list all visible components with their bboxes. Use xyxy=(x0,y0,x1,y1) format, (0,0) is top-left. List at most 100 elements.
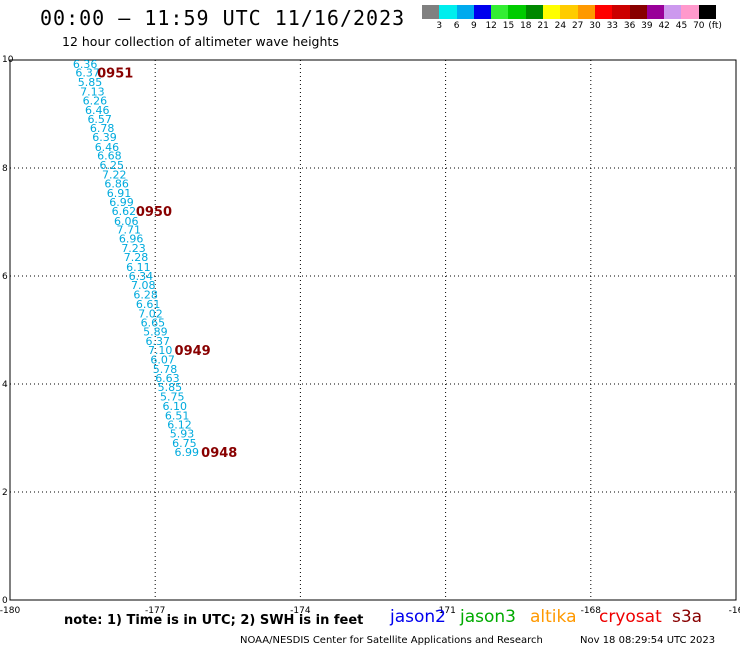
wave-height-value: 6.51 xyxy=(165,409,190,422)
credit-text: NOAA/NESDIS Center for Satellite Applica… xyxy=(240,635,543,646)
wave-height-value: 7.28 xyxy=(124,251,148,264)
map-frame xyxy=(9,59,737,601)
longitude-tick-label: -168 xyxy=(581,606,602,616)
wave-height-value: 6.07 xyxy=(150,354,175,367)
wave-height-value: 6.86 xyxy=(104,178,129,191)
wave-height-value: 6.99 xyxy=(175,446,200,459)
wave-height-value: 6.96 xyxy=(119,233,143,246)
color-swatch xyxy=(422,5,440,19)
map-subtitle: 12 hour collection of altimeter wave hei… xyxy=(62,34,339,49)
color-swatch xyxy=(508,5,526,19)
wave-height-value: 6.46 xyxy=(95,141,120,154)
wave-height-value: 7.22 xyxy=(102,168,127,181)
pass-time-label: 0951 xyxy=(97,66,133,81)
wave-height-value: 6.61 xyxy=(136,298,161,311)
color-scale-tick-label: 33 xyxy=(606,21,619,31)
longitude-tick-label: -174 xyxy=(290,606,311,616)
satellite-cryosat-label: cryosat xyxy=(599,607,662,627)
wave-height-value: 6.75 xyxy=(172,437,197,450)
wave-height-value: 7.23 xyxy=(121,242,146,255)
wave-height-value: 6.91 xyxy=(107,187,132,200)
satellite-jason2-label: jason2 xyxy=(390,607,446,627)
color-swatch xyxy=(473,5,492,19)
color-scale-tick-label: 12 xyxy=(485,21,497,31)
wave-height-value: 7.10 xyxy=(148,344,173,357)
color-scale-tick-label: 9 xyxy=(471,21,477,31)
wave-height-value: 6.06 xyxy=(114,215,139,228)
pass-time-label: 0948 xyxy=(201,446,237,461)
wave-height-value: 6.68 xyxy=(97,150,122,163)
latitude-tick-label: 6 xyxy=(2,272,8,282)
wave-height-value: 7.13 xyxy=(80,85,105,98)
color-scale-tick-label: 70 xyxy=(693,21,705,31)
color-scale-tick-label: 42 xyxy=(658,21,670,31)
wave-height-value: 7.71 xyxy=(116,224,141,237)
wave-height-value: 5.78 xyxy=(153,363,178,376)
satellite-jason3-label: jason3 xyxy=(460,607,516,627)
color-scale-tick-label: 30 xyxy=(589,21,601,31)
wave-height-value: 5.89 xyxy=(143,326,168,339)
wave-height-value: 6.37 xyxy=(75,66,100,79)
color-scale-tick-label: 24 xyxy=(554,21,567,31)
wave-height-value: 5.85 xyxy=(158,381,183,394)
wave-height-value: 6.25 xyxy=(100,159,125,172)
wave-height-value: 6.12 xyxy=(167,419,192,432)
wave-height-value: 6.37 xyxy=(146,335,171,348)
color-scale-labels: 3 6 9 12 15 18 21 24 27 30 33 36 39 42 45 70 (ft) xyxy=(422,21,740,33)
wave-height-value: 6.57 xyxy=(87,113,112,126)
color-swatch xyxy=(594,5,613,19)
longitude-tick-label: -180 xyxy=(0,606,20,616)
color-scale-tick-label: 18 xyxy=(520,21,532,31)
longitude-tick-label: -177 xyxy=(145,606,165,616)
wave-height-value: 5.75 xyxy=(160,390,185,403)
wave-height-value: 6.46 xyxy=(85,104,110,117)
color-swatch xyxy=(543,5,561,19)
color-scale-tick-label: (ft) xyxy=(708,21,722,31)
wave-height-value: 6.39 xyxy=(92,131,117,144)
color-swatch xyxy=(525,5,544,19)
color-scale-tick-label: 21 xyxy=(537,21,549,31)
latitude-tick-label: 8 xyxy=(2,164,8,174)
wave-height-value: 6.28 xyxy=(133,288,158,301)
pass-time-label: 0950 xyxy=(136,205,172,220)
color-swatch xyxy=(664,5,682,19)
color-scale-tick-label: 6 xyxy=(453,21,460,31)
color-swatch xyxy=(698,5,717,19)
wave-height-value: 7.08 xyxy=(131,279,156,292)
satellite-s3a-label: s3a xyxy=(672,607,703,627)
longitude-tick-label: -171 xyxy=(435,606,455,616)
color-scale-tick-label: 45 xyxy=(675,21,688,31)
pass-time-label: 0949 xyxy=(175,344,211,359)
color-swatch xyxy=(612,5,630,19)
color-scale-tick-label: 39 xyxy=(641,21,653,31)
footer-note: note: 1) Time is in UTC; 2) SWH is in fe… xyxy=(64,613,364,628)
wave-height-value: 6.36 xyxy=(73,58,98,71)
color-swatch xyxy=(439,5,457,19)
wave-height-value: 7.02 xyxy=(138,307,163,320)
color-scale-legend xyxy=(422,5,717,19)
latitude-tick-label: 2 xyxy=(2,488,8,498)
color-swatch xyxy=(491,5,509,19)
color-scale-tick-label: 27 xyxy=(571,21,584,31)
color-swatch xyxy=(646,5,665,19)
latitude-tick-label: 10 xyxy=(2,55,14,65)
wave-height-value: 5.93 xyxy=(170,428,195,441)
wave-height-value: 6.63 xyxy=(155,372,180,385)
wave-height-value: 6.65 xyxy=(141,316,166,329)
color-swatch xyxy=(560,5,578,19)
generated-timestamp: Nov 18 08:29:54 UTC 2023 xyxy=(580,635,716,646)
longitude-tick-label: -16 xyxy=(729,606,740,616)
color-scale-tick-label: 3 xyxy=(436,21,443,31)
map-title: 00:00 – 11:59 UTC 11/16/2023 xyxy=(40,6,406,30)
wave-height-value: 6.78 xyxy=(90,122,115,135)
color-scale-tick-label: 15 xyxy=(502,21,515,31)
satellite-altika-label: altika xyxy=(530,607,577,627)
wave-height-value: 6.11 xyxy=(126,261,151,274)
latitude-tick-label: 0 xyxy=(2,596,8,606)
color-swatch xyxy=(577,5,595,19)
wave-height-value: 6.26 xyxy=(83,95,108,108)
color-swatch xyxy=(681,5,699,19)
wave-height-value: 5.85 xyxy=(78,76,103,89)
wave-height-value: 6.62 xyxy=(112,205,137,218)
